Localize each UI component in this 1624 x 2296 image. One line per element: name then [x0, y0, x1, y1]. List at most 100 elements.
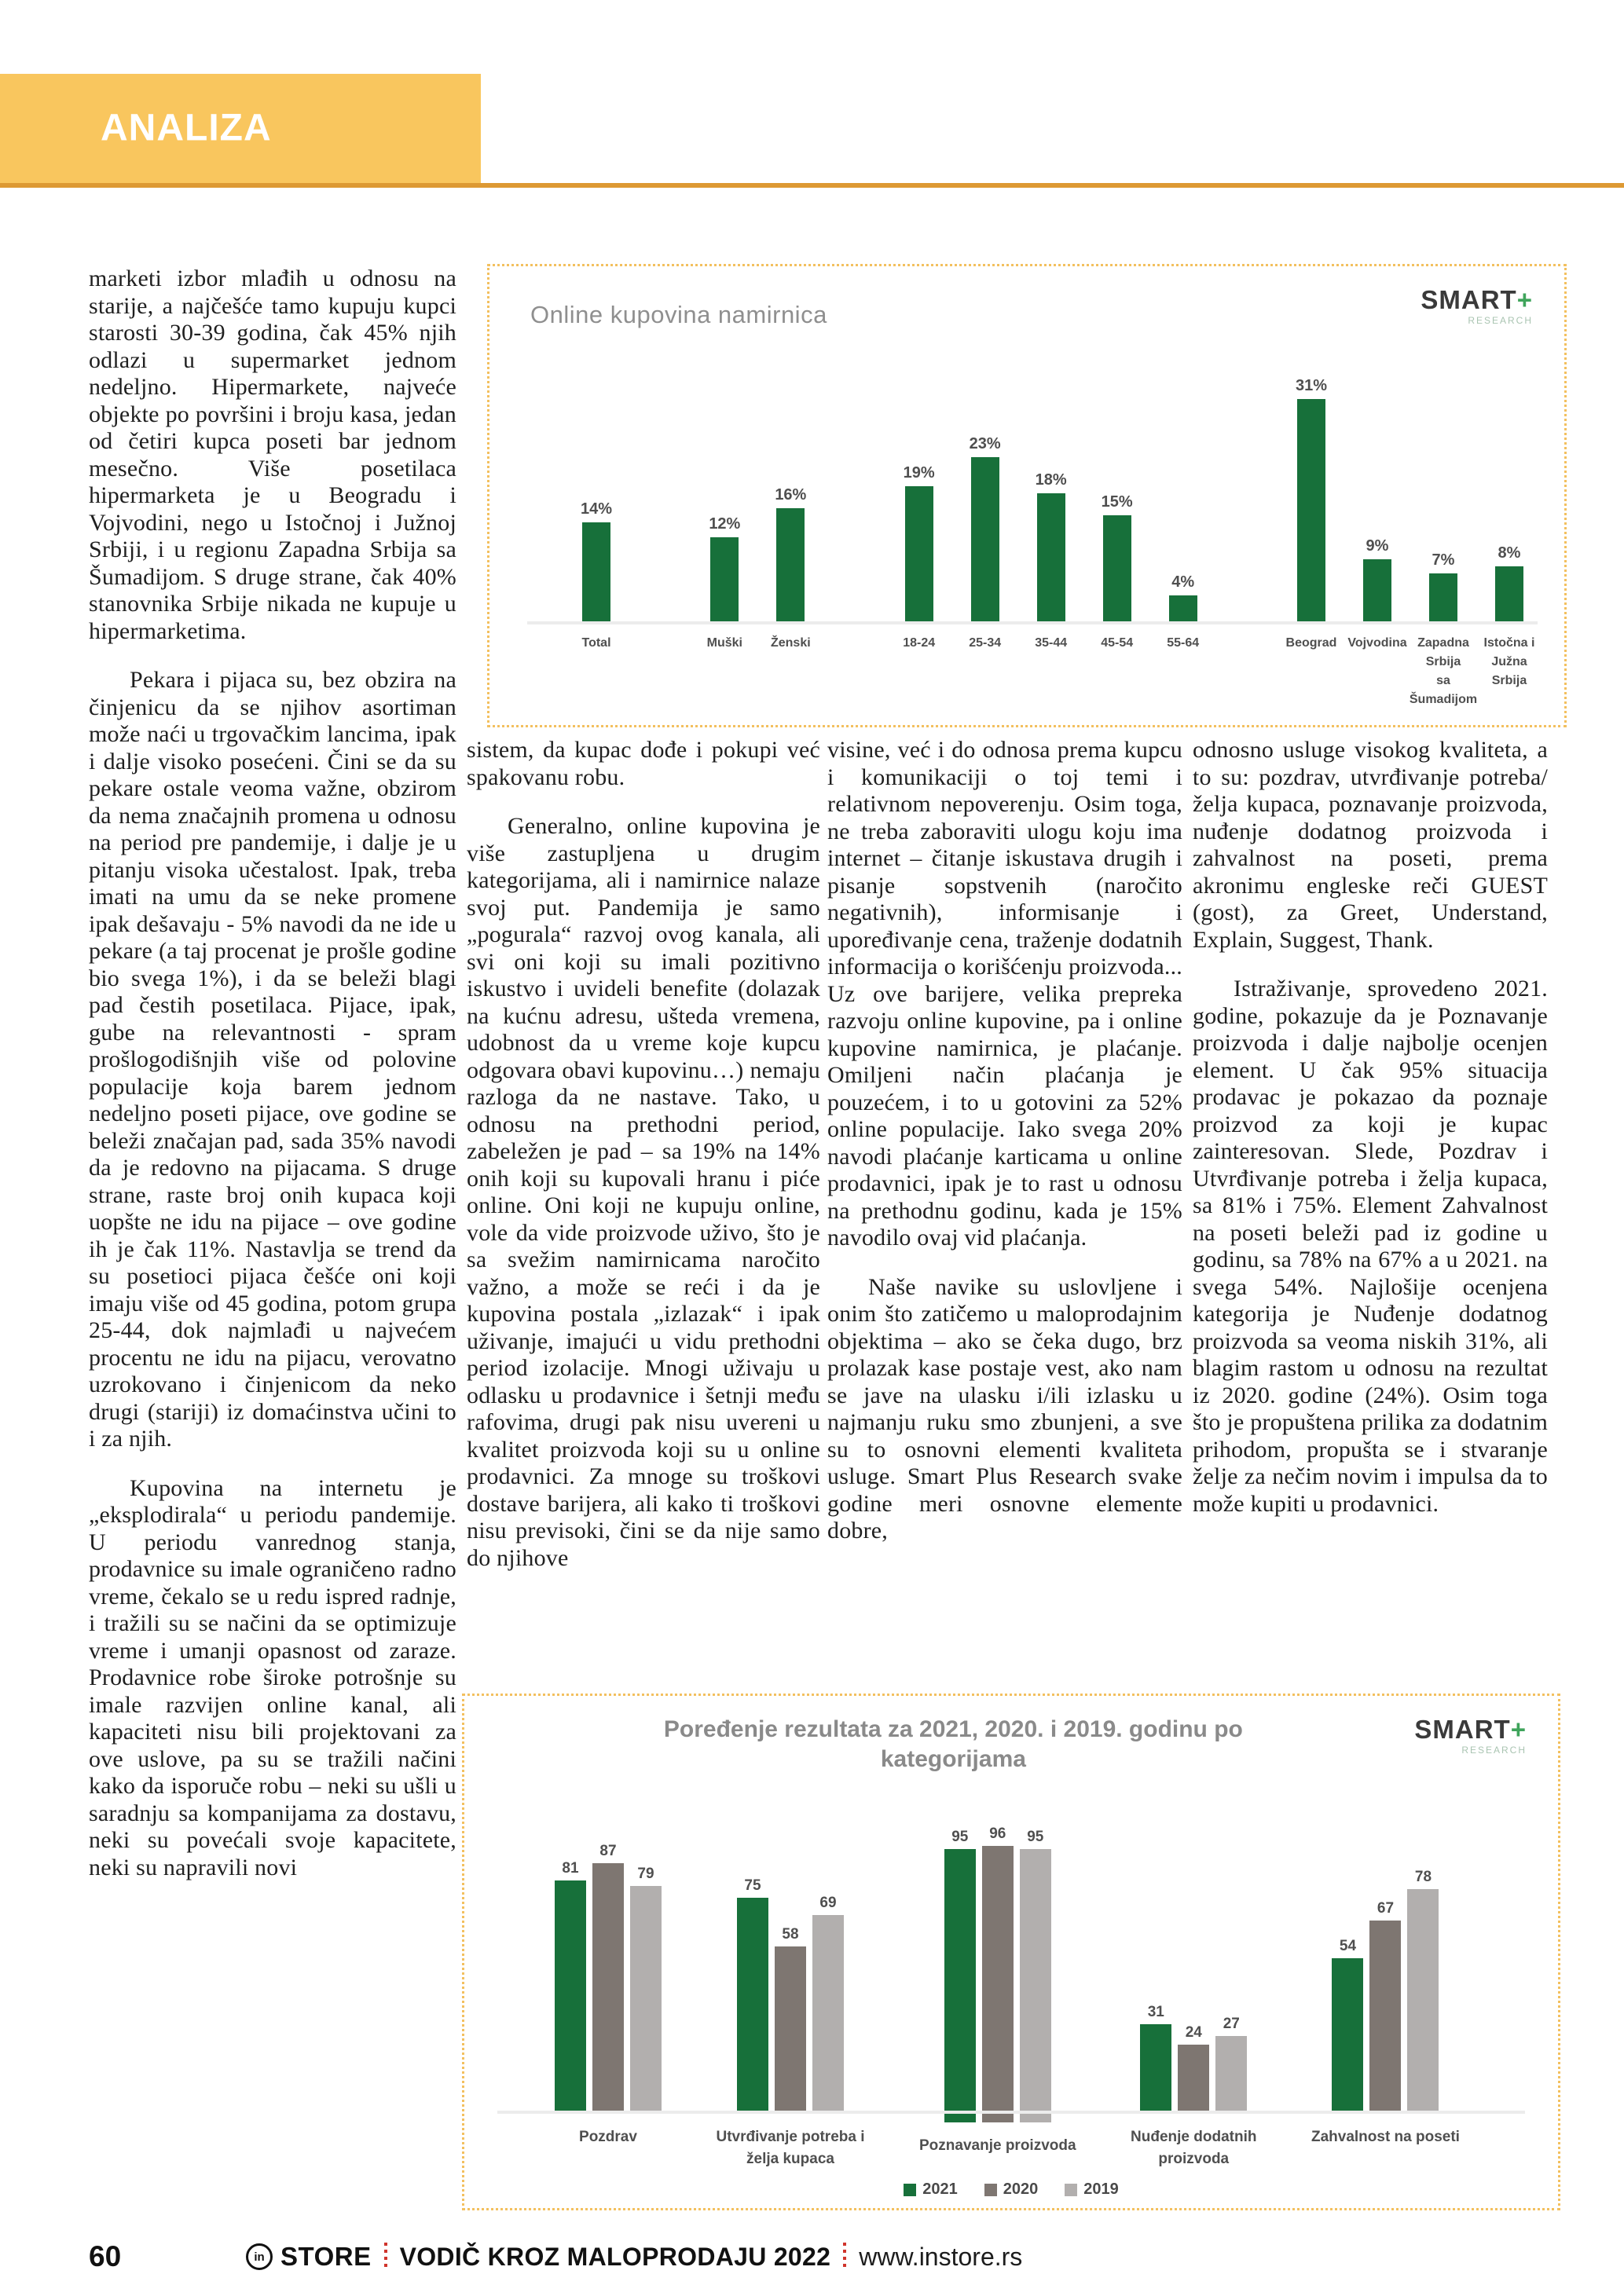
bar-slot: 31% Beograd [1278, 370, 1344, 717]
x-axis-label: Istočna i Južna Srbija [1483, 636, 1535, 687]
page-footer: 60 in STORE VODIČ KROZ MALOPRODAJU 2022 … [89, 2239, 1022, 2275]
legend-item: 2021 [904, 2181, 958, 2199]
bar [1140, 2024, 1172, 2114]
bar-slot: 9% Vojvodina [1344, 370, 1410, 717]
bars-row: 95 96 95 [919, 1825, 1076, 2123]
x-axis-label: Zahvalnost na poseti [1311, 2129, 1460, 2145]
bar-value-label: 27 [1223, 2015, 1240, 2032]
bar-slot: 8% Istočna i Južna Srbija [1476, 370, 1542, 717]
section-header-band: ANALIZA [0, 74, 481, 185]
bar [1332, 1957, 1364, 2114]
bar-slot: 15% 45-54 [1084, 370, 1150, 717]
bar-value-label: 87 [599, 1842, 617, 1859]
bar-group: 81 87 79 Pozdrav [555, 1825, 662, 2189]
dotted-separator [383, 2243, 387, 2271]
bar-slot: 95 [1019, 1829, 1051, 2123]
bar [1019, 1848, 1051, 2123]
bars-row: 31 24 27 [1131, 2004, 1256, 2114]
bar [944, 1848, 976, 2123]
bar-value-label: 24 [1185, 2023, 1202, 2041]
bar [1494, 566, 1523, 624]
paragraph: Istraživanje, sprovedeno 2021. godine, p… [1193, 976, 1548, 1517]
legend-item: 2020 [984, 2181, 1039, 2199]
brand-name: SMART [1414, 1715, 1511, 1744]
bar-value-label: 54 [1339, 1937, 1357, 1954]
legend-swatch-icon [1065, 2183, 1078, 2196]
store-logo-text: STORE [280, 2242, 372, 2271]
x-axis-label: Nuđenje dodatnih proizvoda [1131, 2129, 1257, 2167]
bar-slot: 12% Muški [691, 370, 757, 717]
x-axis-label: 35-44 [1035, 636, 1068, 650]
bar-value-label: 79 [637, 1866, 654, 1883]
bar-group: 14% Total [563, 370, 629, 717]
bar-slot: 79 [630, 1866, 662, 2114]
bars-row: 75 58 69 [717, 1877, 865, 2114]
bar-slot: 54 [1332, 1937, 1364, 2114]
bar [1102, 515, 1131, 624]
grocery-online-chart: Online kupovina namirnica SMART+ RESEARC… [487, 264, 1567, 727]
x-axis-label: Poznavanje proizvoda [919, 2137, 1076, 2155]
bar-value-label: 31 [1147, 2004, 1164, 2021]
bar [1369, 1921, 1402, 2114]
x-axis-label: Pozdrav [579, 2129, 637, 2145]
bar-slot: 67 [1369, 1900, 1402, 2114]
paragraph: Kupovina na internetu je „eksplodirala“ … [89, 1474, 456, 1880]
legend-label: 2020 [1003, 2181, 1039, 2198]
bar-slot: 81 [555, 1860, 586, 2114]
bar-group: 54 67 78 Zahvalnost na poseti [1311, 1825, 1460, 2189]
bar [776, 507, 805, 624]
header-rule [0, 183, 1624, 188]
chart1-baseline [527, 621, 1538, 624]
bar-slot: 75 [737, 1877, 768, 2114]
x-axis-label: Utvrđivanje potreba i želja kupaca [716, 2129, 865, 2167]
bar-value-label: 8% [1498, 544, 1521, 562]
legend-label: 2019 [1083, 2181, 1119, 2198]
paragraph: Naše navike su uslovljene i onim što zat… [827, 1273, 1182, 1544]
bars-row: 81 87 79 [555, 1843, 662, 2114]
x-axis-label: 18-24 [903, 636, 936, 650]
bar-slot: 78 [1407, 1869, 1439, 2114]
guest-comparison-chart: Poređenje rezultata za 2021, 2020. i 201… [462, 1694, 1560, 2210]
legend-swatch-icon [904, 2183, 917, 2196]
x-axis-label: Vojvodina [1347, 636, 1407, 650]
bar [1362, 558, 1391, 624]
plus-icon: + [1510, 1715, 1527, 1744]
smart-plus-wordmark: SMART+ [1421, 287, 1533, 313]
chart2-legend: 2021 2020 2019 [464, 2181, 1558, 2199]
bar-value-label: 19% [903, 464, 935, 482]
website-url: www.instore.rs [859, 2242, 1023, 2271]
bar [1036, 493, 1065, 624]
bar [775, 1946, 806, 2114]
bar-slot: 18% 35-44 [1018, 370, 1084, 717]
bar-group: 75 58 69 Utvrđivanje potreba i želja kupaca [717, 1825, 865, 2189]
bar-slot: 96 [981, 1825, 1014, 2123]
bar-value-label: 4% [1171, 573, 1195, 591]
bar-value-label: 31% [1295, 377, 1327, 395]
text-column-1: marketi izbor mlađih u odnosu na starije… [89, 265, 456, 2221]
bar-slot: 24 [1178, 2023, 1210, 2114]
bar-value-label: 16% [775, 485, 807, 504]
bar-slot: 95 [944, 1829, 976, 2123]
bar [555, 1880, 586, 2114]
x-axis-label: Beograd [1285, 636, 1337, 650]
plus-icon: + [1516, 285, 1533, 314]
legend-swatch-icon [984, 2183, 997, 2196]
dotted-separator [843, 2243, 847, 2271]
smart-plus-logo: SMART+ RESEARCH [1421, 287, 1533, 325]
bar-value-label: 95 [951, 1828, 969, 1845]
bar [592, 1862, 624, 2114]
paragraph: Generalno, online kupovina je više zastu… [467, 813, 820, 1571]
chart1-title: Online kupovina namirnica [530, 301, 827, 328]
smart-plus-wordmark: SMART+ [1414, 1716, 1527, 1742]
bar [630, 1886, 662, 2114]
bar-value-label: 7% [1432, 551, 1455, 569]
text-column-4: odnosno usluge visokog kvaliteta, a to s… [1193, 737, 1548, 1686]
bar [1428, 573, 1457, 624]
legend-item: 2019 [1065, 2181, 1119, 2199]
paragraph: sistem, da kupac dođe i pokupi već spako… [467, 737, 820, 790]
bar [970, 457, 999, 624]
text-column-2: sistem, da kupac dođe i pokupi već spako… [467, 737, 820, 1686]
chart1-plot: 14% Total 12% Muški 16% Ženski 19% 18-24 23% 25-3… [518, 370, 1547, 717]
x-axis-label: Zapadna Srbija sa Šumadijom [1409, 636, 1478, 706]
bar-value-label: 78 [1414, 1868, 1432, 1885]
